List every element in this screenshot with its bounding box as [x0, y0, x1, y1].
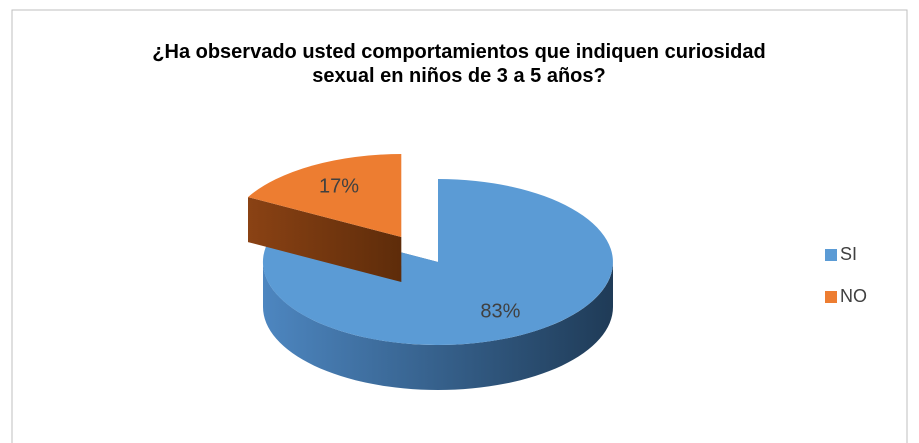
slice [248, 154, 402, 237]
legend-label: NO [840, 286, 867, 306]
slice-side [248, 197, 402, 283]
slice [262, 179, 613, 345]
legend-label: SI [840, 244, 857, 264]
chart-border [11, 9, 908, 443]
data-label: 17% [319, 175, 359, 197]
slice-side [263, 262, 613, 390]
chart-title: ¿Ha observado usted comportamientos que … [152, 41, 766, 87]
data-label: 83% [480, 300, 520, 322]
legend-swatch [825, 249, 837, 261]
legend-swatch [825, 291, 837, 303]
